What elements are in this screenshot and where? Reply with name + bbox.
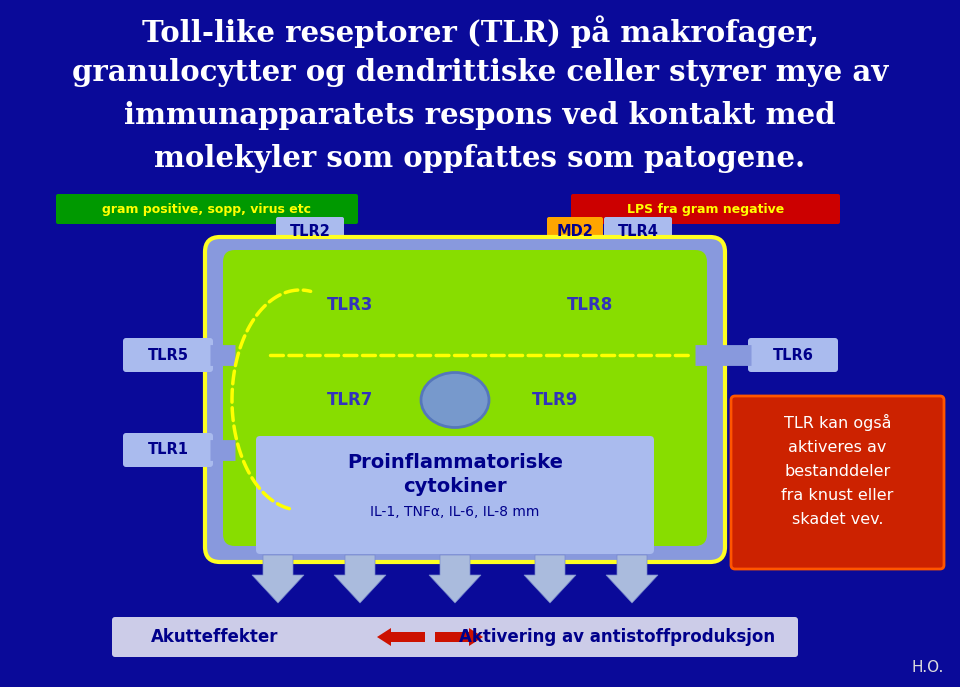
FancyBboxPatch shape [256, 436, 654, 554]
Text: TLR8: TLR8 [566, 296, 613, 314]
Text: TLR1: TLR1 [148, 442, 188, 458]
Text: cytokiner: cytokiner [403, 477, 507, 497]
FancyBboxPatch shape [223, 250, 707, 546]
Text: TLR6: TLR6 [773, 348, 813, 363]
FancyArrow shape [435, 628, 483, 646]
FancyArrow shape [429, 555, 481, 603]
FancyBboxPatch shape [205, 237, 725, 562]
Text: gram positive, sopp, virus etc: gram positive, sopp, virus etc [103, 203, 311, 216]
Text: Toll-like reseptorer (TLR) på makrofager,: Toll-like reseptorer (TLR) på makrofager… [141, 15, 819, 47]
FancyArrow shape [377, 628, 425, 646]
Text: H.O.: H.O. [912, 660, 945, 675]
FancyBboxPatch shape [112, 617, 798, 657]
Ellipse shape [421, 372, 489, 427]
FancyBboxPatch shape [123, 433, 213, 467]
FancyBboxPatch shape [123, 338, 213, 372]
Text: MD2: MD2 [557, 225, 593, 240]
Text: LPS fra gram negative: LPS fra gram negative [627, 203, 784, 216]
FancyArrow shape [252, 555, 304, 603]
FancyBboxPatch shape [748, 338, 838, 372]
Text: IL-1, TNFα, IL-6, IL-8 mm: IL-1, TNFα, IL-6, IL-8 mm [371, 505, 540, 519]
FancyBboxPatch shape [547, 217, 603, 247]
FancyBboxPatch shape [731, 396, 944, 569]
Text: TLR4: TLR4 [617, 225, 659, 240]
FancyArrow shape [334, 555, 386, 603]
Text: TLR3: TLR3 [326, 296, 373, 314]
Text: TLR9: TLR9 [532, 391, 578, 409]
Text: TLR2: TLR2 [290, 225, 330, 240]
FancyArrow shape [606, 555, 658, 603]
Text: molekyler som oppfattes som patogene.: molekyler som oppfattes som patogene. [155, 144, 805, 173]
FancyBboxPatch shape [276, 217, 344, 247]
FancyArrow shape [524, 555, 576, 603]
Text: Akutteffekter: Akutteffekter [152, 628, 278, 646]
Text: Proinflammatoriske: Proinflammatoriske [347, 453, 563, 471]
Text: granulocytter og dendrittiske celler styrer mye av: granulocytter og dendrittiske celler sty… [72, 58, 888, 87]
Text: immunapparatets respons ved kontakt med: immunapparatets respons ved kontakt med [124, 101, 836, 130]
Text: TLR7: TLR7 [326, 391, 373, 409]
FancyBboxPatch shape [571, 194, 840, 224]
Text: TLR5: TLR5 [148, 348, 188, 363]
FancyBboxPatch shape [56, 194, 358, 224]
Text: Aktivering av antistoffproduksjon: Aktivering av antistoffproduksjon [459, 628, 775, 646]
Text: TLR kan også
aktiveres av
bestanddeler
fra knust eller
skadet vev.: TLR kan også aktiveres av bestanddeler f… [781, 414, 894, 527]
FancyBboxPatch shape [604, 217, 672, 247]
